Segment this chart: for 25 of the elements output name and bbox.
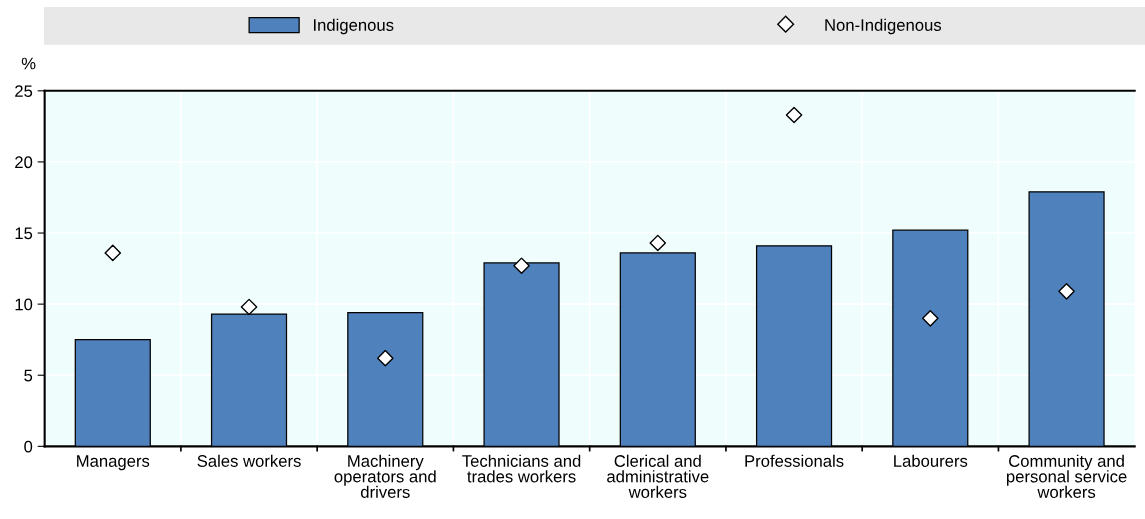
y-tick-label: 25 xyxy=(15,85,33,98)
x-tick-label: Labourers xyxy=(894,454,968,467)
point xyxy=(922,310,939,327)
legend-label: Non-Indigenous xyxy=(825,18,942,35)
point xyxy=(1058,283,1075,300)
x-tick-label: Clerical and administrative workers xyxy=(607,454,709,498)
y-tick-label: 20 xyxy=(15,156,33,169)
x-tick-label: Community and personal service workers xyxy=(1006,454,1127,498)
x-tick-label: Technicians and trades workers xyxy=(462,454,581,483)
point xyxy=(785,106,803,124)
x-tick-label: Machinery operators and drivers xyxy=(334,454,436,498)
legend-label: Indigenous xyxy=(314,18,394,35)
y-tick-label: 0 xyxy=(24,440,33,453)
y-tick-label: 10 xyxy=(15,298,33,311)
point xyxy=(649,234,667,252)
x-tick-label: Managers xyxy=(77,455,150,471)
point xyxy=(240,298,258,316)
y-tick-label: 5 xyxy=(24,369,33,382)
y-axis-title: % xyxy=(21,57,36,70)
point xyxy=(376,349,394,367)
x-tick-label: Sales workers xyxy=(197,454,301,467)
point xyxy=(104,244,122,262)
y-tick-label: 15 xyxy=(15,227,33,240)
x-tick-label: Professionals xyxy=(745,454,844,467)
point xyxy=(513,257,530,275)
